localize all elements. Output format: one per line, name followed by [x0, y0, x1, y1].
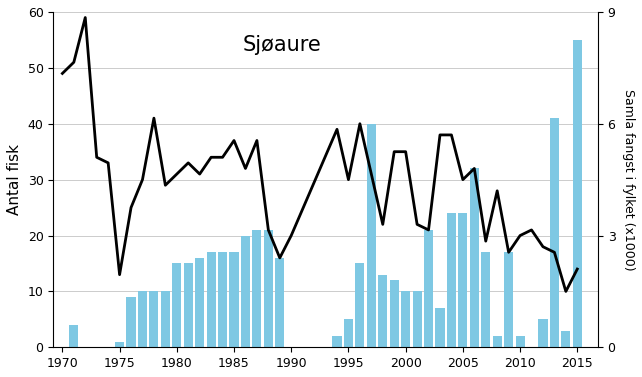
Bar: [229, 252, 239, 347]
Bar: [481, 252, 490, 347]
Bar: [539, 319, 548, 347]
Bar: [424, 230, 433, 347]
Bar: [241, 236, 250, 347]
Bar: [573, 40, 582, 347]
Bar: [435, 308, 444, 347]
Bar: [516, 336, 525, 347]
Bar: [252, 230, 261, 347]
Bar: [150, 291, 159, 347]
Bar: [367, 124, 376, 347]
Bar: [138, 291, 147, 347]
Bar: [126, 297, 135, 347]
Bar: [160, 291, 170, 347]
Bar: [561, 331, 571, 347]
Bar: [504, 252, 513, 347]
Bar: [401, 291, 410, 347]
Y-axis label: Samla fangst i fylket (x1000): Samla fangst i fylket (x1000): [622, 89, 635, 270]
Bar: [333, 336, 342, 347]
Y-axis label: Antal fisk: Antal fisk: [7, 144, 22, 215]
Bar: [218, 252, 227, 347]
Text: Sjøaure: Sjøaure: [243, 35, 322, 55]
Bar: [355, 264, 365, 347]
Bar: [69, 325, 78, 347]
Bar: [195, 258, 204, 347]
Bar: [172, 264, 182, 347]
Bar: [275, 258, 284, 347]
Bar: [550, 118, 559, 347]
Bar: [470, 169, 479, 347]
Bar: [264, 230, 273, 347]
Bar: [447, 213, 456, 347]
Bar: [390, 280, 399, 347]
Bar: [344, 319, 353, 347]
Bar: [378, 275, 387, 347]
Bar: [184, 264, 193, 347]
Bar: [115, 342, 124, 347]
Bar: [413, 291, 422, 347]
Bar: [492, 336, 502, 347]
Bar: [207, 252, 216, 347]
Bar: [458, 213, 467, 347]
